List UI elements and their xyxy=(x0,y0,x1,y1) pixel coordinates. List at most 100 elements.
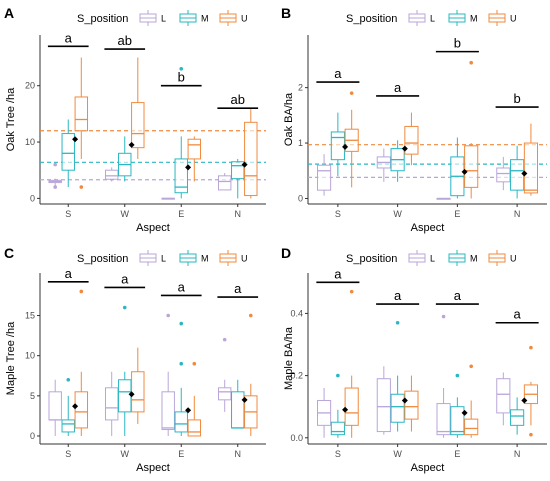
y-tick-label: 0 xyxy=(298,193,303,203)
legend-key-L xyxy=(139,10,157,26)
outlier-point xyxy=(192,361,197,366)
y-tick-label: 0.2 xyxy=(290,371,303,381)
sig-letter-N: ab xyxy=(231,92,245,107)
y-tick-label: 2 xyxy=(298,83,303,93)
box-M-S xyxy=(330,112,345,177)
box-L-W xyxy=(104,371,119,436)
box-iqr xyxy=(104,169,119,180)
legend-key-U xyxy=(488,250,506,266)
box-iqr xyxy=(161,391,175,431)
x-tick-label-W: W xyxy=(393,209,402,219)
x-tick-label-S: S xyxy=(335,449,341,459)
panel-letter-A: A xyxy=(4,5,14,21)
outlier-point xyxy=(395,320,400,325)
box-iqr xyxy=(510,159,525,191)
sig-letter-E: a xyxy=(454,288,462,303)
box-U-E xyxy=(187,136,202,182)
box-M-E xyxy=(450,137,465,199)
mean-marker-E xyxy=(461,168,468,175)
box-iqr xyxy=(187,419,202,437)
outlier-point xyxy=(53,162,57,167)
x-tick-label-S: S xyxy=(65,449,71,459)
box-L-E xyxy=(161,197,175,200)
box-L-S xyxy=(48,379,62,436)
y-tick-label: 20 xyxy=(25,81,35,91)
box-U-N xyxy=(244,313,258,436)
legend-label-M: M xyxy=(201,14,209,24)
box-iqr xyxy=(187,138,202,160)
sig-letter-S: a xyxy=(65,266,73,281)
mean-marker-N xyxy=(521,397,528,404)
outlier-point xyxy=(222,337,227,342)
box-U-N xyxy=(523,123,538,196)
box-M-E xyxy=(450,373,465,438)
box-iqr xyxy=(231,391,245,429)
sig-letter-N: b xyxy=(514,91,521,106)
mean-marker-S xyxy=(72,403,79,410)
box-iqr xyxy=(344,387,359,426)
x-tick-label-W: W xyxy=(121,449,130,459)
legend-C: S_position L M U xyxy=(77,250,248,266)
mean-marker-W xyxy=(401,397,408,404)
y-tick-label: 0 xyxy=(30,431,35,441)
sig-letter-S: a xyxy=(334,266,342,281)
box-M-S xyxy=(330,373,345,438)
y-tick-label: 10 xyxy=(25,351,35,361)
legend-label-L: L xyxy=(430,14,435,24)
outlier-point xyxy=(166,313,170,318)
sig-letter-E: a xyxy=(178,279,186,294)
y-tick-label: 10 xyxy=(25,137,35,147)
legend-title: S_position xyxy=(346,253,397,265)
box-U-N xyxy=(244,108,258,199)
x-tick-label-E: E xyxy=(454,209,460,219)
x-tick-label-N: N xyxy=(235,209,242,219)
box-M-N xyxy=(510,397,525,435)
box-iqr xyxy=(61,419,75,433)
mean-marker-N xyxy=(241,396,248,403)
sig-letter-N: a xyxy=(234,281,242,296)
box-L-N xyxy=(217,173,232,191)
x-tick-label-N: N xyxy=(514,449,521,459)
box-iqr xyxy=(174,158,188,194)
box-iqr xyxy=(61,133,75,171)
sig-letter-N: a xyxy=(514,307,522,322)
x-tick-label-E: E xyxy=(178,449,184,459)
outlier-point xyxy=(179,321,184,326)
box-iqr xyxy=(118,379,132,413)
box-iqr xyxy=(74,96,89,132)
y-tick-label: 5 xyxy=(30,391,35,401)
sig-letter-W: a xyxy=(121,271,129,286)
sig-letter-W: a xyxy=(394,288,402,303)
x-tick-label-S: S xyxy=(65,209,71,219)
box-iqr xyxy=(131,102,145,149)
outlier-point xyxy=(469,364,473,369)
box-iqr xyxy=(330,131,345,161)
outlier-point xyxy=(179,361,184,366)
box-U-W xyxy=(131,347,145,424)
outlier-point xyxy=(79,185,84,189)
box-L-E xyxy=(161,313,175,436)
legend-label-M: M xyxy=(470,254,478,264)
y-axis-title: Oak BA/ha xyxy=(283,92,295,146)
y-axis-title: Maple BA/ha xyxy=(283,326,295,390)
box-U-S xyxy=(344,91,359,188)
box-U-W xyxy=(131,57,145,159)
mean-marker-W xyxy=(401,145,408,152)
mean-marker-W xyxy=(128,141,135,148)
y-tick-label: 1 xyxy=(298,138,303,148)
y-axis-title: Maple Tree /ha xyxy=(5,321,17,395)
box-L-N xyxy=(496,156,511,191)
outlier-point xyxy=(469,60,473,65)
x-axis-title: Aspect xyxy=(136,462,170,474)
legend-label-M: M xyxy=(201,254,209,264)
legend-label-U: U xyxy=(241,14,248,24)
box-iqr xyxy=(404,125,419,155)
box-U-N xyxy=(523,345,538,437)
box-iqr xyxy=(48,391,62,421)
outlier-point xyxy=(66,377,71,382)
box-U-W xyxy=(404,112,419,166)
y-tick-label: 0.4 xyxy=(290,308,303,318)
y-tick-label: 0 xyxy=(30,193,35,203)
legend-A: S_position L M U xyxy=(77,10,248,26)
